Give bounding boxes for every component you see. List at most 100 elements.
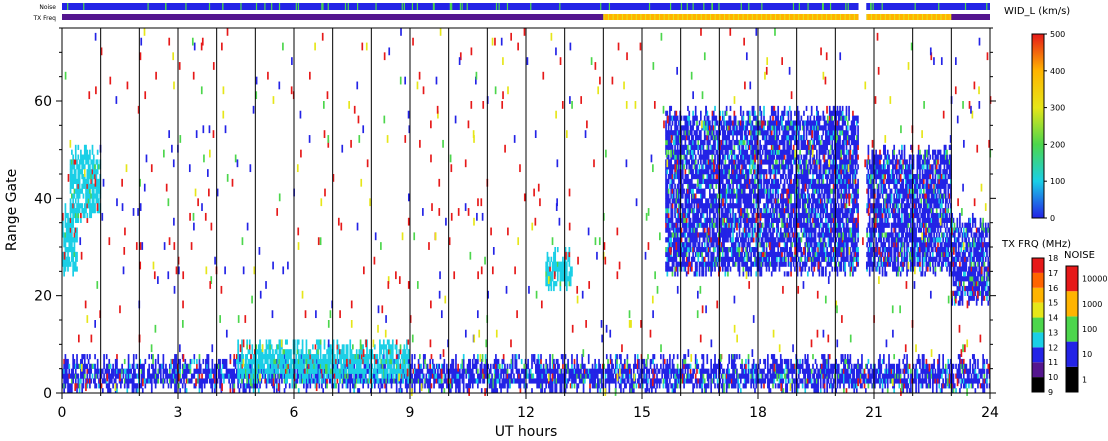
scatter-cell xyxy=(694,193,697,199)
scatter-cell xyxy=(743,368,746,374)
noise-strip-tick xyxy=(559,3,561,10)
scatter-cell xyxy=(662,383,665,389)
scatter-cell xyxy=(127,378,130,384)
scatter-cell xyxy=(711,261,714,267)
txfreq-strip-tick xyxy=(802,14,804,20)
scatter-cell xyxy=(806,368,809,374)
scatter-cell xyxy=(536,363,538,369)
scatter-cell xyxy=(136,383,139,389)
scatter-cell xyxy=(175,358,178,365)
scatter-cell xyxy=(660,378,662,384)
scatter-cell xyxy=(68,237,71,243)
scatter-cell xyxy=(786,388,789,394)
txfreq-strip-tick xyxy=(654,14,656,20)
txfreq-strip-tick xyxy=(826,14,828,20)
scatter-cell xyxy=(728,383,731,389)
scatter-cell xyxy=(944,363,947,369)
scatter-cell xyxy=(724,271,727,277)
scatter-cell xyxy=(96,149,99,155)
scatter-cell xyxy=(755,363,758,369)
scatter-cell xyxy=(701,203,703,209)
scatter-cell xyxy=(112,363,114,369)
scatter-cell xyxy=(89,149,91,155)
scatter-cell xyxy=(438,378,441,384)
scatter-cell xyxy=(252,378,255,384)
scatter-cell xyxy=(193,383,196,389)
scatter-cell xyxy=(889,378,892,384)
scatter-cell xyxy=(952,373,955,379)
scatter-cell xyxy=(674,125,676,131)
scatter-cell xyxy=(858,373,861,379)
scatter-cell xyxy=(700,203,702,209)
scatter-cell xyxy=(502,373,505,379)
scatter-cell xyxy=(684,237,687,243)
scatter-cell xyxy=(449,368,452,374)
scatter-cell xyxy=(885,368,888,374)
scatter-cell xyxy=(700,247,702,253)
scatter-cell xyxy=(509,363,511,369)
txfreq-strip-tick xyxy=(884,14,886,20)
scatter-cell xyxy=(671,261,674,267)
scatter-cell xyxy=(67,383,69,389)
scatter-cell xyxy=(672,261,675,267)
scatter-cell xyxy=(709,183,711,189)
scatter-cell xyxy=(710,266,712,272)
scatter-cell xyxy=(680,139,683,146)
scatter-cell xyxy=(710,261,712,267)
scatter-cell xyxy=(644,378,647,384)
scatter-cell xyxy=(720,125,723,131)
scatter-cell xyxy=(778,363,781,369)
scatter-cell xyxy=(809,378,812,384)
scatter-cell xyxy=(721,110,724,116)
scatter-cell xyxy=(898,363,901,369)
scatter-cell xyxy=(685,242,688,248)
scatter-cell xyxy=(68,261,71,267)
scatter-cell xyxy=(702,232,705,238)
scatter-cell xyxy=(170,363,172,369)
scatter-cell xyxy=(700,169,702,175)
scatter-cell xyxy=(884,368,886,374)
scatter-cell xyxy=(126,383,129,389)
scatter-cell xyxy=(728,159,731,165)
scatter-cell xyxy=(63,363,65,369)
txfreq-strip-high xyxy=(603,14,859,20)
scatter-cell xyxy=(670,256,673,262)
scatter-cell xyxy=(67,251,69,258)
scatter-cell xyxy=(883,373,885,379)
scatter-cell xyxy=(308,378,310,384)
scatter-cell xyxy=(669,144,671,150)
scatter-cell xyxy=(546,256,549,262)
scatter-cell xyxy=(157,358,160,365)
scatter-cell xyxy=(90,178,93,185)
noise-strip-tick xyxy=(278,3,281,10)
scatter-cell xyxy=(734,363,737,369)
scatter-cell xyxy=(960,358,963,365)
scatter-cell xyxy=(82,178,85,185)
noise-strip-tick xyxy=(718,3,720,10)
scatter-cell xyxy=(223,378,225,384)
scatter-cell xyxy=(666,222,669,228)
scatter-cell xyxy=(888,373,890,379)
scatter-cell xyxy=(623,368,626,374)
scatter-cell xyxy=(529,368,532,374)
scatter-cell xyxy=(716,217,719,223)
scatter-cell xyxy=(725,227,728,233)
scatter-cell xyxy=(692,188,694,194)
scatter-cell xyxy=(665,120,667,126)
scatter-cell xyxy=(707,164,710,170)
scatter-cell xyxy=(700,368,702,374)
scatter-cell xyxy=(631,388,634,394)
scatter-cell xyxy=(817,368,819,374)
scatter-cell xyxy=(696,115,698,121)
scatter-cell xyxy=(116,368,118,374)
scatter-cell xyxy=(669,105,671,112)
scatter-cell xyxy=(899,373,902,379)
scatter-cell xyxy=(669,115,671,121)
scatter-cell xyxy=(983,358,986,365)
scatter-cell xyxy=(675,193,678,199)
scatter-cell xyxy=(415,378,417,384)
noise-strip-tick xyxy=(344,3,347,10)
scatter-cell xyxy=(612,363,615,369)
txfreq-strip-tick xyxy=(733,14,735,20)
scatter-cell xyxy=(912,378,915,384)
